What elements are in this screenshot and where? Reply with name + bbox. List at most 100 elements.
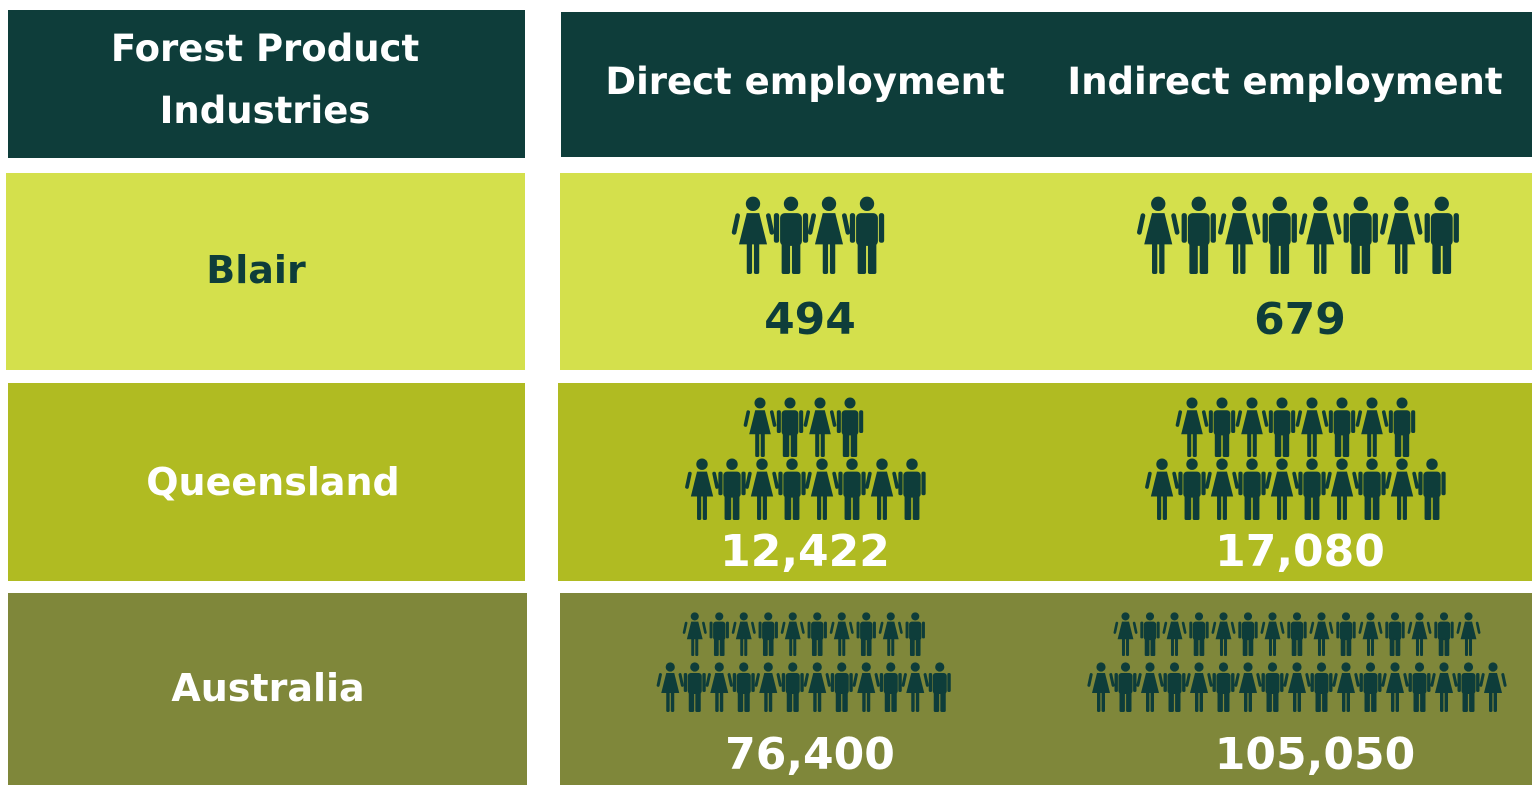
man-icon — [928, 662, 951, 712]
woman-icon — [852, 662, 880, 712]
woman-icon — [1137, 196, 1180, 274]
man-icon — [732, 662, 755, 712]
woman-icon — [1358, 612, 1383, 656]
woman-icon — [1299, 196, 1342, 274]
man-icon — [718, 458, 746, 520]
header-text: Forest Product Industries — [110, 27, 420, 132]
man-icon — [905, 612, 925, 656]
man-icon — [781, 662, 804, 712]
man-icon — [879, 662, 902, 712]
woman-icon — [743, 397, 777, 457]
woman-icon — [1087, 662, 1115, 712]
man-icon — [898, 458, 926, 520]
man-icon — [836, 397, 864, 457]
man-icon — [1424, 196, 1459, 274]
woman-icon — [1175, 397, 1209, 457]
woman-icon — [807, 196, 851, 274]
value: 17,080 — [1215, 525, 1385, 577]
row-label: Blair — [206, 248, 306, 292]
woman-icon — [1380, 196, 1423, 274]
man-icon — [1238, 612, 1258, 656]
man-icon — [758, 612, 778, 656]
value: 494 — [764, 293, 856, 345]
woman-icon — [1145, 458, 1179, 520]
woman-icon — [1332, 662, 1360, 712]
woman-icon — [1113, 612, 1138, 656]
man-icon — [1181, 196, 1216, 274]
man-icon — [1328, 397, 1356, 457]
woman-icon — [731, 612, 756, 656]
woman-icon — [1456, 612, 1481, 656]
man-icon — [1336, 612, 1356, 656]
woman-icon — [1234, 662, 1262, 712]
man-icon — [1388, 397, 1416, 457]
row-cell — [6, 173, 525, 370]
man-icon — [1408, 662, 1431, 712]
value: 76,400 — [725, 728, 895, 780]
man-icon — [1238, 458, 1266, 520]
man-icon — [1114, 662, 1137, 712]
woman-icon — [1355, 397, 1389, 457]
man-icon — [830, 662, 853, 712]
man-icon — [807, 612, 827, 656]
row-label: Australia — [171, 666, 365, 710]
man-icon — [773, 196, 809, 274]
man-icon — [1298, 458, 1326, 520]
woman-icon — [1430, 662, 1458, 712]
woman-icon — [1407, 612, 1432, 656]
man-icon — [1208, 397, 1236, 457]
woman-icon — [1385, 458, 1419, 520]
header-cell — [8, 10, 525, 158]
header-text: Direct employment — [605, 60, 1005, 103]
value: 12,422 — [720, 525, 890, 577]
woman-icon — [1185, 662, 1213, 712]
woman-icon — [901, 662, 929, 712]
man-icon — [1268, 397, 1296, 457]
woman-icon — [656, 662, 684, 712]
man-icon — [1310, 662, 1333, 712]
man-icon — [1178, 458, 1206, 520]
woman-icon — [803, 662, 831, 712]
row-cell — [8, 593, 527, 785]
man-icon — [776, 397, 804, 457]
woman-icon — [865, 458, 899, 520]
woman-icon — [780, 612, 805, 656]
value: 679 — [1254, 293, 1346, 345]
man-icon — [838, 458, 866, 520]
woman-icon — [1235, 397, 1269, 457]
woman-icon — [705, 662, 733, 712]
woman-icon — [1136, 662, 1164, 712]
man-icon — [1457, 662, 1480, 712]
man-icon — [1287, 612, 1307, 656]
woman-icon — [1283, 662, 1311, 712]
woman-icon — [1218, 196, 1261, 274]
woman-icon — [1162, 612, 1187, 656]
man-icon — [1262, 196, 1297, 274]
man-icon — [1358, 458, 1386, 520]
man-icon — [856, 612, 876, 656]
value: 105,050 — [1214, 728, 1416, 780]
woman-icon — [745, 458, 779, 520]
man-icon — [778, 458, 806, 520]
woman-icon — [1325, 458, 1359, 520]
man-icon — [1359, 662, 1382, 712]
woman-icon — [1260, 612, 1285, 656]
woman-icon — [1309, 612, 1334, 656]
woman-icon — [754, 662, 782, 712]
woman-icon — [805, 458, 839, 520]
man-icon — [1189, 612, 1209, 656]
man-icon — [1418, 458, 1446, 520]
man-icon — [1163, 662, 1186, 712]
man-icon — [683, 662, 706, 712]
woman-icon — [1211, 612, 1236, 656]
man-icon — [1140, 612, 1160, 656]
man-icon — [849, 196, 885, 274]
man-icon — [709, 612, 729, 656]
woman-icon — [1381, 662, 1409, 712]
woman-icon — [829, 612, 854, 656]
woman-icon — [731, 196, 775, 274]
man-icon — [1212, 662, 1235, 712]
man-icon — [1261, 662, 1284, 712]
